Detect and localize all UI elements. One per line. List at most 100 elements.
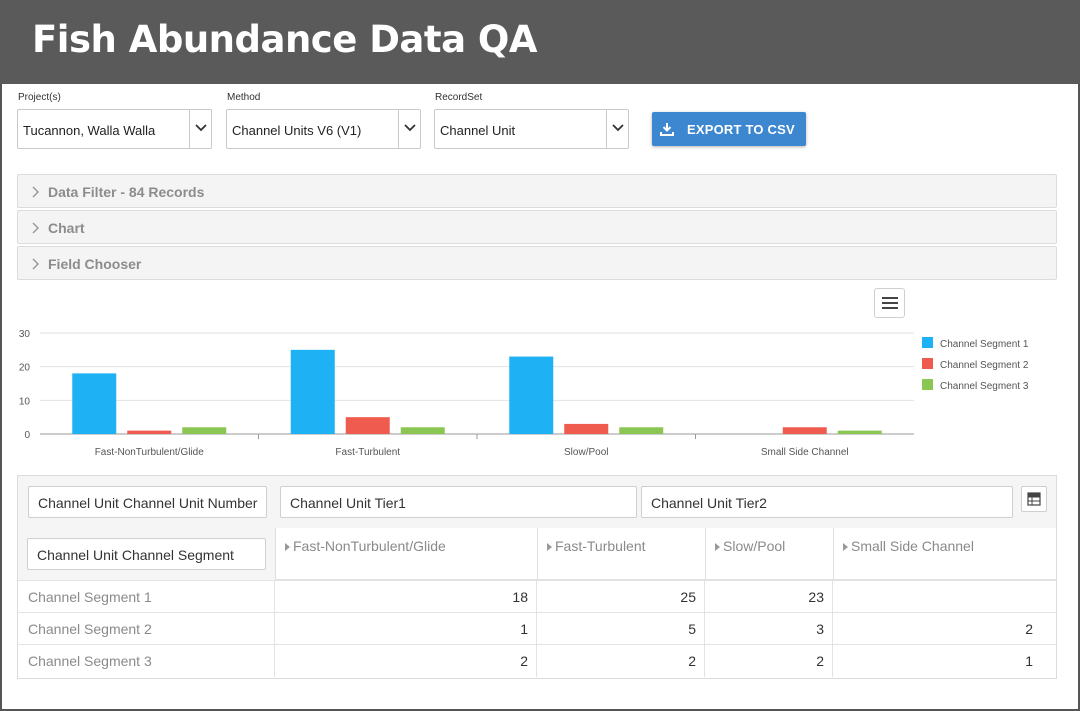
column-header-label: Fast-NonTurbulent/Glide (293, 538, 446, 554)
chevron-down-icon (612, 124, 624, 132)
table-cell: 2 (833, 613, 1041, 645)
x-tick-label: Fast-Turbulent (335, 447, 400, 458)
project-dropdown-toggle[interactable] (189, 110, 211, 148)
table-cell: 23 (705, 581, 833, 613)
y-tick-label: 30 (19, 329, 31, 340)
data-field-label: Channel Unit Tier2 (651, 495, 767, 511)
legend-swatch (922, 358, 933, 369)
x-tick-label: Fast-NonTurbulent/Glide (95, 447, 205, 458)
bar (837, 430, 882, 434)
data-field-tier2[interactable]: Channel Unit Tier2 (641, 486, 1013, 518)
panel-field-chooser-label: Field Chooser (48, 256, 142, 272)
cell-value: 25 (680, 589, 696, 605)
chart-menu-button[interactable] (874, 288, 905, 318)
cell-value: 1 (1025, 653, 1033, 669)
bar (400, 427, 445, 434)
method-label: Method (227, 92, 261, 103)
pivot-data-field-area: Channel Unit Channel Unit Number Channel… (18, 476, 1056, 528)
panel-chart[interactable]: Chart (17, 210, 1057, 244)
method-select[interactable]: Channel Units V6 (V1) (226, 109, 421, 149)
bar (127, 430, 172, 434)
chevron-right-icon (32, 222, 39, 234)
bar (345, 417, 390, 434)
method-dropdown-toggle[interactable] (398, 110, 420, 148)
table-row: Channel Segment 2 1 5 3 2 (18, 612, 1056, 645)
panel-field-chooser[interactable]: Field Chooser (17, 246, 1057, 280)
cell-value: 2 (816, 653, 824, 669)
table-cell: 1 (275, 613, 537, 645)
row-header-label: Channel Segment 3 (28, 653, 152, 669)
export-csv-button[interactable]: EXPORT TO CSV (652, 112, 806, 146)
row-header: Channel Segment 3 (18, 645, 275, 677)
chevron-right-icon (32, 186, 39, 198)
table-row: Channel Segment 1 18 25 23 (18, 580, 1056, 613)
app-header: Fish Abundance Data QA (0, 0, 1080, 84)
expand-triangle-icon (715, 543, 720, 551)
data-field-label: Channel Unit Channel Unit Number (38, 495, 258, 511)
bar (782, 427, 827, 434)
x-tick-label: Small Side Channel (761, 447, 849, 458)
legend-label: Channel Segment 3 (940, 381, 1029, 392)
cell-value: 2 (1025, 621, 1033, 637)
recordset-label: RecordSet (435, 92, 483, 103)
recordset-dropdown-toggle[interactable] (606, 110, 628, 148)
column-header-label: Fast-Turbulent (555, 538, 646, 554)
data-field-unit-number[interactable]: Channel Unit Channel Unit Number (28, 486, 267, 518)
recordset-select-value: Channel Unit (440, 123, 516, 138)
spreadsheet-icon (1027, 492, 1041, 506)
chevron-down-icon (195, 124, 207, 132)
cell-value: 3 (816, 621, 824, 637)
project-label: Project(s) (18, 92, 61, 103)
legend-swatch (922, 379, 933, 390)
pivot-row-field-area: Channel Unit Channel Segment (18, 528, 275, 580)
row-header: Channel Segment 2 (18, 613, 275, 645)
recordset-select[interactable]: Channel Unit (434, 109, 629, 149)
cell-value: 23 (808, 589, 824, 605)
data-field-tier1[interactable]: Channel Unit Tier1 (280, 486, 637, 518)
export-csv-label: EXPORT TO CSV (687, 122, 795, 137)
chevron-right-icon (32, 258, 39, 270)
panel-chart-label: Chart (48, 220, 85, 236)
cell-value: 5 (688, 621, 696, 637)
column-header-label: Slow/Pool (723, 538, 786, 554)
project-select-value: Tucannon, Walla Walla (23, 123, 156, 138)
panel-data-filter-label: Data Filter - 84 Records (48, 184, 205, 200)
bar (72, 373, 117, 434)
bar-chart: 0 10 20 30 Fast-NonTurbulent/Glide Fast-Turbu… (19, 329, 1029, 458)
y-tick-label: 20 (19, 363, 31, 374)
table-cell (833, 581, 1041, 613)
y-tick-label: 10 (19, 396, 31, 407)
table-cell: 3 (705, 613, 833, 645)
download-icon (660, 123, 674, 136)
table-row: Channel Segment 3 2 2 2 1 (18, 644, 1056, 677)
row-header: Channel Segment 1 (18, 581, 275, 613)
table-cell: 2 (705, 645, 833, 677)
pivot-grid: Channel Unit Channel Unit Number Channel… (17, 475, 1057, 679)
column-header[interactable]: Slow/Pool (705, 528, 833, 580)
row-header-label: Channel Segment 1 (28, 589, 152, 605)
cell-value: 2 (520, 653, 528, 669)
cell-value: 2 (688, 653, 696, 669)
project-select[interactable]: Tucannon, Walla Walla (17, 109, 212, 149)
column-header[interactable]: Fast-Turbulent (537, 528, 705, 580)
bar (619, 427, 664, 434)
table-cell: 2 (537, 645, 705, 677)
panel-data-filter[interactable]: Data Filter - 84 Records (17, 174, 1057, 208)
row-field-channel-segment[interactable]: Channel Unit Channel Segment (27, 538, 266, 570)
page-title: Fish Abundance Data QA (32, 18, 538, 61)
expand-triangle-icon (547, 543, 552, 551)
bar (182, 427, 227, 434)
column-header-label: Small Side Channel (851, 538, 974, 554)
table-cell: 18 (275, 581, 537, 613)
export-excel-button[interactable] (1021, 486, 1047, 512)
table-cell: 5 (537, 613, 705, 645)
column-header[interactable]: Small Side Channel (833, 528, 1056, 580)
x-tick-label: Slow/Pool (564, 447, 608, 458)
column-header[interactable]: Fast-NonTurbulent/Glide (275, 528, 537, 580)
hamburger-menu-icon (882, 297, 898, 309)
cell-value: 18 (512, 589, 528, 605)
method-select-value: Channel Units V6 (V1) (232, 123, 362, 138)
legend-swatch (922, 337, 933, 348)
cell-value: 1 (520, 621, 528, 637)
